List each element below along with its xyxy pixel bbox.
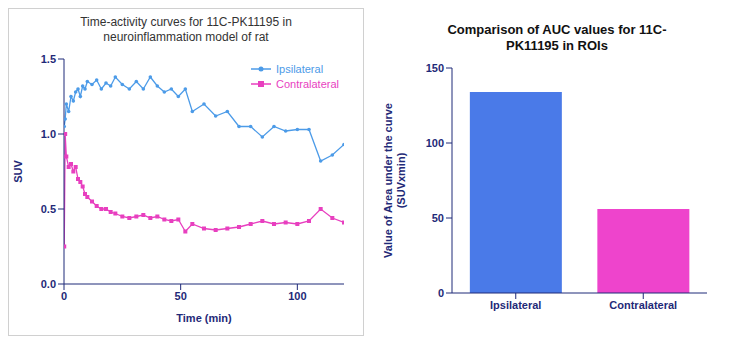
svg-text:100: 100 — [426, 137, 444, 149]
svg-text:0: 0 — [438, 287, 444, 299]
svg-text:1.0: 1.0 — [41, 128, 56, 140]
svg-text:Contralateral: Contralateral — [609, 299, 677, 311]
svg-text:1.5: 1.5 — [41, 53, 56, 65]
svg-text:0: 0 — [61, 290, 67, 302]
svg-text:50: 50 — [432, 212, 444, 224]
svg-text:Value of Area under the curve(: Value of Area under the curve(SUVxmin) — [382, 103, 407, 258]
svg-text:150: 150 — [426, 62, 444, 74]
svg-text:0.0: 0.0 — [41, 278, 56, 290]
svg-text:Time (min): Time (min) — [176, 312, 232, 324]
html-text:Time-activity curves for 11C-P: Time-activity curves for 11C-PK11195 in … — [80, 15, 292, 44]
svg-text:0.5: 0.5 — [41, 203, 56, 215]
html-text:Ipsilateral: Ipsilateral — [276, 62, 324, 75]
svg-text:100: 100 — [288, 290, 306, 302]
html-text:Comparison of AUC values for 1: Comparison of AUC values for 11C-PK11195… — [447, 22, 667, 53]
svg-text:Ipsilateral: Ipsilateral — [490, 299, 541, 311]
svg-text:50: 50 — [175, 290, 187, 302]
html-text:Contralateral: Contralateral — [276, 77, 339, 90]
svg-text:SUV: SUV — [12, 160, 24, 183]
